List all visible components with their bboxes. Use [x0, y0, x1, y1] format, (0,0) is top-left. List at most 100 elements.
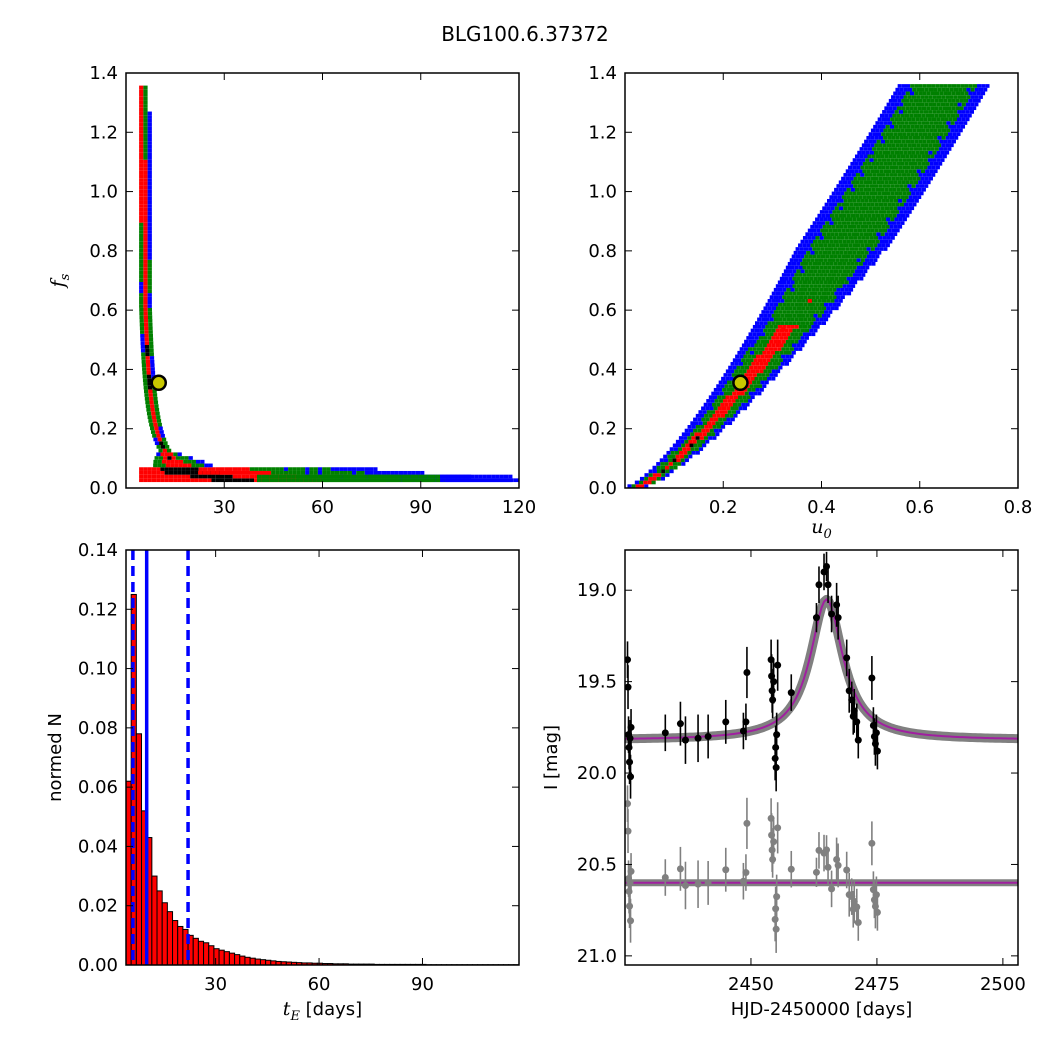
panel1-cell [156, 478, 161, 483]
panel2-cell [903, 202, 909, 207]
panel2-cell [797, 250, 802, 255]
panel1-cell [228, 478, 233, 483]
panel2-cell [738, 406, 743, 411]
panel1-cell [322, 467, 327, 471]
panel1-cell [141, 359, 146, 364]
panel2-cell [869, 191, 874, 196]
panel2-cell [832, 202, 838, 207]
panel2-cell [837, 202, 842, 207]
panel2-cell [806, 250, 811, 255]
panel1-cell [398, 470, 404, 475]
panel2-cell [878, 150, 883, 155]
panel4-residual-point [676, 865, 684, 873]
panel2-cell [757, 391, 762, 396]
panel2-xtick-label: 0.6 [905, 497, 934, 518]
panel2-cell [769, 339, 774, 344]
panel2-cell [793, 250, 798, 255]
panel2-cell [841, 228, 846, 233]
panel2-cell [852, 265, 857, 270]
panel1-cell [351, 467, 357, 471]
panel2-cell [847, 206, 852, 211]
panel2-cell [751, 362, 756, 366]
panel2-cell [948, 124, 953, 129]
panel1-cell [156, 467, 161, 471]
panel2-cell [712, 425, 717, 429]
panel2-cell [866, 221, 872, 225]
panel2-cell [944, 117, 949, 122]
panel2-cell [835, 217, 841, 222]
panel2-cell [796, 299, 802, 303]
panel2-cell [927, 165, 932, 170]
panel1-cell [147, 304, 152, 308]
panel2-cell [822, 206, 827, 211]
panel2-cell [891, 202, 896, 207]
panel2-cell [665, 469, 670, 474]
panel1-cell [164, 452, 170, 457]
panel2-cell [741, 358, 746, 363]
panel2-cell [856, 250, 861, 255]
panel2-cell [846, 213, 851, 218]
panel2-cell [906, 191, 912, 196]
panel2-cell [854, 154, 860, 159]
panel2-cell [837, 195, 842, 199]
panel1-cell [142, 367, 147, 371]
panel3-bar [166, 911, 174, 965]
panel2-cell [912, 169, 917, 174]
panel2-cell [898, 117, 903, 122]
panel1-cell [376, 478, 381, 483]
panel3-bar [228, 952, 236, 965]
panel2-cell [919, 110, 924, 114]
panel1-cell [431, 474, 436, 479]
panel2-cell [862, 228, 867, 233]
panel2-cell [958, 121, 964, 125]
panel2-cell [919, 124, 924, 129]
panel2-cell [902, 165, 907, 170]
panel2-cell [827, 250, 832, 255]
panel1-cell [143, 389, 149, 394]
panel2-cell [693, 417, 698, 422]
panel1-cell [274, 474, 279, 479]
panel1-cell [139, 467, 144, 471]
panel1-cell [143, 204, 148, 208]
panel4-data-point [774, 661, 782, 669]
panel2-cell [886, 150, 891, 155]
panel2-cell [897, 198, 903, 203]
panel2-cell [898, 191, 903, 196]
panel2-cell [820, 228, 825, 233]
panel1-cell [147, 281, 152, 286]
panel1-cell [141, 363, 147, 368]
panel1-cell [170, 463, 175, 468]
panel2-cell [867, 180, 873, 185]
panel2-cell [943, 139, 948, 144]
panel2-cell [850, 276, 856, 281]
panel2-cell [831, 265, 836, 270]
panel2-cell [949, 95, 954, 99]
panel2-cell [856, 258, 861, 262]
panel1-cell [143, 256, 148, 260]
panel2-cell [858, 269, 864, 274]
panel2-cell [756, 373, 762, 377]
panel2-cell [732, 391, 737, 396]
panel1-cell [144, 337, 149, 342]
panel1-cell [143, 226, 148, 231]
panel1-cell [139, 107, 144, 112]
panel2-cell [863, 147, 868, 151]
panel2-cell [811, 324, 816, 329]
panel2-cell [875, 254, 880, 259]
panel2-cell [862, 169, 867, 174]
panel2-cell [842, 269, 847, 274]
panel1-cell [190, 467, 195, 471]
panel2-cell [901, 180, 906, 185]
panel2-cell [932, 158, 937, 162]
panel2-cell [800, 261, 805, 266]
panel2-cell [873, 243, 878, 248]
panel2-cell [906, 158, 912, 162]
panel1-cell [139, 259, 144, 264]
panel1-cell [145, 356, 150, 360]
panel2-cell [909, 98, 914, 103]
panel2-cell [790, 280, 795, 285]
panel2-cell [813, 232, 818, 237]
panel1-cell [241, 474, 246, 479]
panel4-model-ensemble [625, 594, 1018, 744]
panel2-cell [829, 239, 834, 244]
